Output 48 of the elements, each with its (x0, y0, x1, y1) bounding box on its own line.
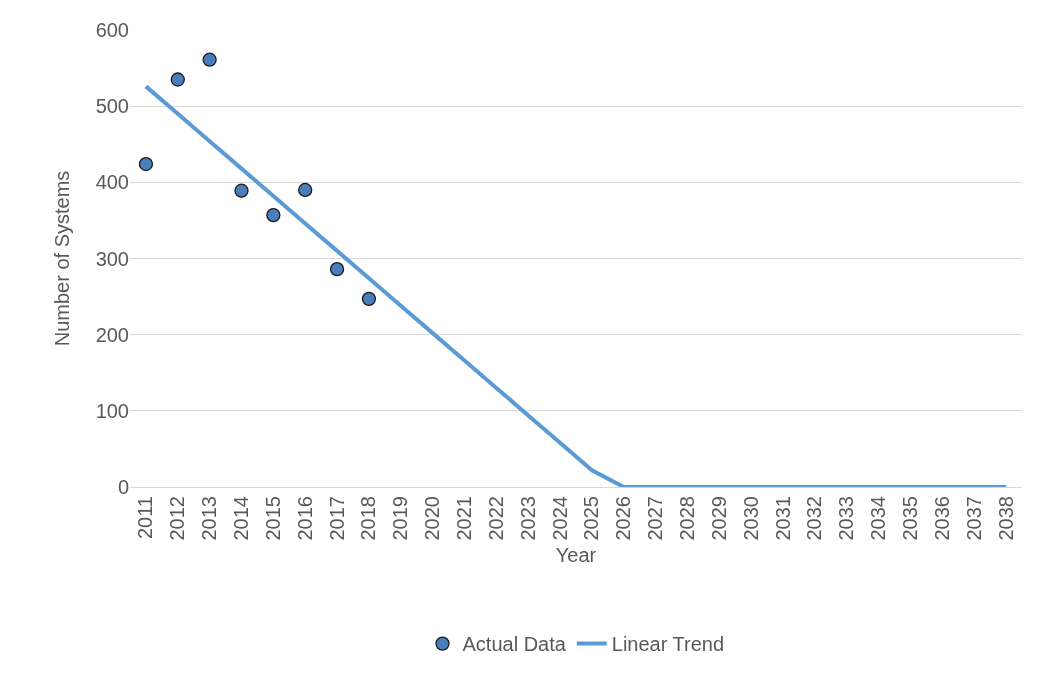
x-axis-title: Year (555, 544, 597, 566)
x-tick-label: 2035 (899, 496, 921, 541)
y-axis-title: Number of Systems (51, 170, 74, 347)
x-tick-label: 2020 (421, 496, 444, 541)
y-tick-label: 100 (95, 399, 129, 422)
x-tick-label: 2012 (166, 496, 189, 541)
point (361, 291, 377, 307)
point (138, 156, 154, 172)
x-tick-label: 2013 (198, 496, 221, 541)
x-tick-label: 2036 (930, 496, 953, 541)
x-tick-label: 2031 (771, 496, 794, 541)
x-tick-label: 2019 (389, 496, 412, 541)
x-tick-label: 2028 (676, 496, 698, 541)
y-tick-label: 200 (95, 323, 129, 346)
y-tick-label: 400 (95, 171, 129, 194)
x-tick-label: 2032 (803, 496, 826, 541)
x-tick-label: 2037 (962, 496, 985, 541)
x-tick-label: 2024 (548, 496, 571, 541)
point (202, 52, 217, 67)
x-tick-label: 2038 (994, 496, 1017, 541)
point (298, 182, 313, 198)
point (329, 262, 345, 277)
x-tick-label: 2025 (580, 496, 603, 541)
x-tick-label: 2018 (357, 496, 380, 541)
x-tick-label: 2034 (867, 496, 890, 541)
y-tick-label: 0 (117, 476, 129, 498)
point (234, 183, 249, 198)
y-tick-label: 300 (95, 247, 129, 270)
x-tick-label: 2027 (644, 496, 667, 541)
line-series (143, 84, 1009, 487)
x-tick-label: 2014 (230, 496, 252, 541)
x-tick-label: 2022 (484, 496, 507, 541)
legend-label: Linear Trend (611, 633, 725, 656)
x-tick-label: 2033 (835, 496, 858, 541)
point (266, 207, 281, 223)
x-tick-label: 2026 (612, 496, 635, 541)
y-tick-label: 500 (95, 95, 129, 118)
y-tick-label: 600 (95, 19, 129, 41)
x-tick-label: 2029 (707, 496, 730, 541)
x-tick-label: 2017 (325, 496, 348, 541)
x-tick-label: 2021 (453, 496, 475, 541)
x-tick-label: 2011 (134, 496, 157, 540)
x-tick-label: 2015 (261, 496, 284, 541)
point (170, 72, 185, 87)
x-tick-label: 2016 (293, 496, 316, 541)
x-tick-label: 2030 (739, 496, 762, 541)
legend-label: Actual Data (462, 633, 567, 656)
x-tick-label: 2023 (516, 496, 539, 541)
